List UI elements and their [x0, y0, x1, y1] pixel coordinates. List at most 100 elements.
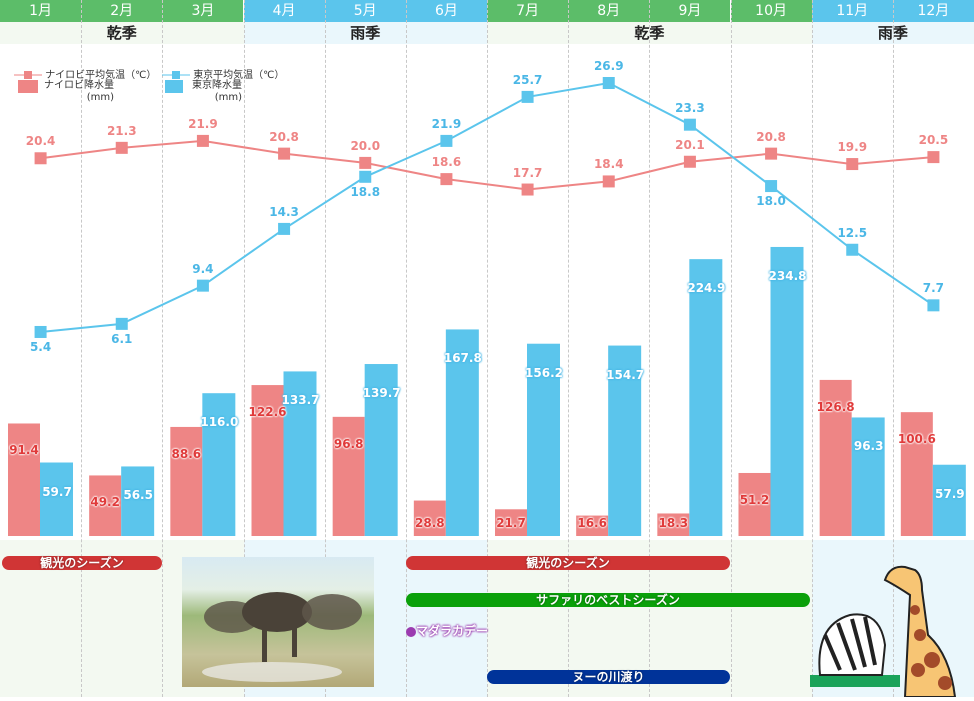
tokyo-temp-label: 21.9 — [431, 116, 462, 131]
month-header-cell: 10月 — [730, 0, 812, 22]
month-header-cell: 7月 — [487, 0, 569, 22]
season-label: 雨季 — [811, 22, 974, 44]
month-header-cell: 8月 — [568, 0, 650, 22]
tokyo-rain-bar — [608, 345, 642, 536]
climate-chart — [8, 77, 966, 537]
tokyo-temp-point — [359, 170, 372, 183]
grid-line — [568, 0, 570, 697]
tokyo-temp-label: 23.3 — [675, 100, 705, 115]
nairobi-rain-label: 18.3 — [658, 516, 689, 530]
wildebeest-image — [202, 592, 362, 682]
legend-red-line-icon — [14, 71, 42, 79]
tokyo-temp-label: 7.7 — [922, 281, 945, 296]
nairobi-rain-label: 126.8 — [816, 399, 855, 414]
nairobi-rain-bar — [8, 423, 40, 536]
nairobi-temp-point — [846, 158, 859, 171]
safari-best-season-band: サファリのベストシーズン — [406, 593, 810, 607]
tokyo-rain-bar — [121, 466, 155, 536]
tokyo-temp-point — [34, 325, 47, 338]
madaraka-day-label: マダラカデー — [416, 624, 489, 638]
tokyo-rain-label: 156.2 — [525, 365, 563, 380]
tokyo-temp-point — [846, 243, 859, 256]
legend-blue-line-icon — [162, 71, 190, 79]
nairobi-rain-label: 88.6 — [171, 446, 202, 461]
grid-line — [892, 0, 894, 697]
nairobi-temp-point — [34, 152, 47, 165]
nairobi-rain-label: 21.7 — [496, 516, 526, 530]
tourist-season-band-2: 観光のシーズン — [406, 556, 730, 570]
nairobi-rain-label: 28.8 — [415, 516, 445, 530]
nairobi-temp-point — [278, 147, 291, 160]
tokyo-rain-label: 139.7 — [362, 386, 401, 401]
tokyo-temp-label: 5.4 — [29, 339, 52, 354]
legend-unit: (mm) — [86, 92, 114, 103]
nairobi-temp-label: 20.1 — [675, 137, 705, 152]
month-header-cell: 12月 — [892, 0, 974, 22]
grid-line — [324, 0, 326, 697]
nairobi-temp-point — [765, 147, 778, 160]
legend-red-box-icon — [18, 80, 38, 93]
nairobi-rain-label: 49.2 — [90, 495, 120, 510]
tokyo-temp-point — [602, 77, 615, 89]
tokyo-temp-label: 6.1 — [111, 331, 133, 346]
nairobi-temp-point — [521, 183, 534, 196]
nairobi-temp-label: 20.8 — [756, 129, 786, 144]
legend-unit: (mm) — [214, 92, 242, 103]
tokyo-temp-point — [115, 317, 128, 330]
nairobi-temp-point — [359, 156, 372, 169]
nairobi-rain-bar — [170, 426, 203, 536]
month-header-cell: 4月 — [243, 0, 325, 22]
month-header-cell: 5月 — [324, 0, 406, 22]
tokyo-rain-label: 234.8 — [768, 268, 807, 283]
wildebeest-photo — [182, 557, 374, 687]
month-header-cell: 11月 — [811, 0, 893, 22]
nairobi-temp-point — [683, 155, 696, 168]
tokyo-rain-label: 224.9 — [687, 281, 726, 296]
legend-blue-box-icon — [165, 80, 183, 93]
nairobi-rain-bar — [738, 472, 771, 536]
tokyo-rain-label: 167.8 — [443, 351, 482, 366]
nairobi-rain-bar — [576, 515, 609, 536]
tokyo-rain-bar — [283, 371, 317, 536]
nairobi-rain-bar — [657, 513, 690, 536]
grid-line — [405, 0, 407, 697]
nairobi-temp-label: 20.4 — [25, 134, 56, 149]
season-label: 雨季 — [243, 22, 487, 44]
nairobi-temp-point — [196, 134, 209, 147]
season-label: 乾季 — [0, 22, 244, 44]
nairobi-temp-point — [602, 175, 615, 188]
nairobi-rain-bar — [413, 500, 446, 536]
grid-line — [162, 0, 164, 697]
tokyo-rain-bar — [932, 464, 966, 536]
nairobi-rain-bar — [332, 416, 365, 536]
tokyo-temp-point — [278, 222, 291, 235]
legend-tokyo-rain: 東京降水量 (mm) — [192, 80, 242, 104]
tokyo-rain-bar — [527, 343, 560, 536]
legend-nairobi-rain: ナイロビ降水量 (mm) — [44, 80, 114, 104]
grid-line — [649, 0, 651, 697]
nairobi-rain-label: 100.6 — [897, 432, 936, 447]
grid-line — [243, 0, 245, 697]
grid-line — [730, 0, 732, 697]
nairobi-rain-bar — [900, 412, 933, 536]
nairobi-rain-label: 96.8 — [333, 436, 364, 451]
tokyo-rain-bar — [445, 329, 479, 536]
grid-line — [487, 0, 488, 697]
nairobi-rain-bar — [89, 475, 122, 536]
tokyo-temp-point — [196, 279, 209, 292]
month-header-cell: 9月 — [649, 0, 731, 22]
month-header-cell: 2月 — [81, 0, 163, 22]
grid-line — [811, 0, 813, 697]
tokyo-temp-point — [765, 180, 778, 193]
grid-line — [81, 0, 83, 697]
tokyo-rain-bar — [851, 417, 885, 536]
nairobi-temp-line — [40, 139, 934, 191]
tokyo-temp-point — [440, 134, 453, 147]
tokyo-rain-bar — [770, 246, 804, 537]
month-header-cell: 6月 — [405, 0, 487, 22]
giraffe-zebra-image — [810, 565, 957, 698]
nairobi-rain-bar — [495, 509, 527, 536]
nairobi-rain-label: 51.2 — [739, 492, 770, 507]
nairobi-temp-label: 18.6 — [431, 155, 462, 170]
tokyo-temp-label: 26.9 — [593, 59, 624, 73]
